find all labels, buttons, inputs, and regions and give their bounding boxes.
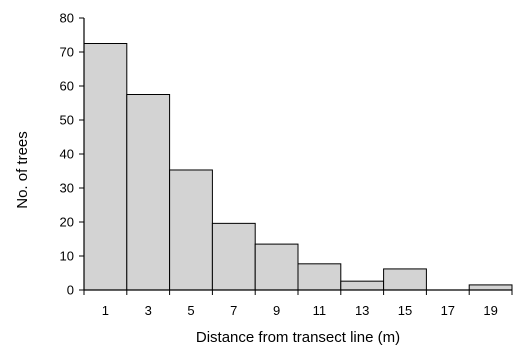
y-tick-label: 40 [60, 147, 74, 162]
bar-1 [83, 43, 128, 291]
bar-3 [126, 94, 171, 291]
bar-9 [254, 243, 299, 291]
y-tick-label: 0 [67, 283, 74, 298]
bar-5 [169, 169, 213, 291]
y-tick-label: 80 [60, 11, 74, 26]
x-tick-label: 9 [273, 303, 280, 318]
x-tick-label: 1 [102, 303, 109, 318]
x-tick-label: 11 [313, 303, 327, 318]
y-tick-label: 30 [60, 181, 74, 196]
x-tick-label: 13 [355, 303, 369, 318]
x-tick-label: 17 [441, 303, 455, 318]
y-axis-title: No. of trees [14, 131, 31, 209]
x-tick-label: 7 [230, 303, 237, 318]
y-tick-label: 70 [60, 45, 74, 60]
x-tick-label: 3 [145, 303, 152, 318]
x-tick-label: 19 [483, 303, 497, 318]
y-ticks-group: 0 10 20 30 40 50 60 70 80 [60, 11, 84, 298]
y-tick-label: 50 [60, 113, 74, 128]
bar-15 [383, 268, 427, 291]
bars-group [83, 43, 513, 291]
bar-11 [297, 263, 342, 291]
bar-13 [340, 280, 385, 291]
x-tick-label: 5 [187, 303, 194, 318]
x-axis-title: Distance from transect line (m) [196, 329, 400, 346]
x-tick-label: 15 [398, 303, 412, 318]
y-tick-label: 10 [60, 249, 74, 264]
y-tick-label: 20 [60, 215, 74, 230]
bar-19 [468, 284, 513, 291]
y-tick-label: 60 [60, 79, 74, 94]
x-ticks-group: 1 3 5 7 9 11 13 15 17 19 [83, 290, 513, 318]
bar-7 [211, 222, 256, 291]
